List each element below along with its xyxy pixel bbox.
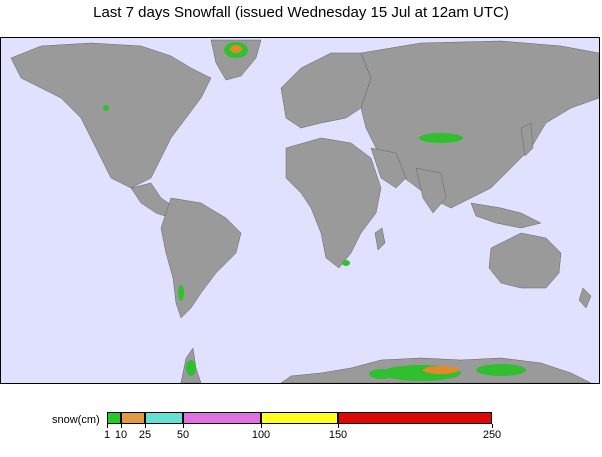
legend-tick: [492, 424, 493, 428]
legend: snow(cm) 1 10 25 50 100 150 250: [0, 400, 602, 457]
legend-tick: [145, 424, 146, 428]
snowfall-patches: [103, 42, 526, 381]
australia: [488, 232, 562, 289]
greenland: [210, 39, 262, 81]
legend-bin-3: [183, 412, 261, 424]
asia: [360, 40, 599, 209]
southeast-asia-islands: [470, 202, 542, 229]
legend-tick: [338, 424, 339, 428]
legend-label: snow(cm): [52, 414, 100, 426]
map-title: Last 7 days Snowfall (issued Wednesday 1…: [93, 4, 509, 21]
legend-bin-5: [338, 412, 492, 424]
legend-tick: [183, 424, 184, 428]
legend-tick-label: 100: [251, 429, 271, 441]
legend-bin-4: [261, 412, 338, 424]
legend-tick-label: 25: [138, 429, 152, 441]
legend-bin-1: [121, 412, 145, 424]
legend-bin-2: [145, 412, 183, 424]
legend-tick-label: 150: [328, 429, 348, 441]
world-map-svg: [1, 38, 599, 383]
new-zealand: [578, 287, 592, 309]
arabia-india: [370, 147, 447, 214]
legend-tick: [107, 424, 108, 428]
legend-tick: [261, 424, 262, 428]
madagascar: [374, 227, 386, 251]
legend-tick-label: 10: [114, 429, 128, 441]
legend-tick: [121, 424, 122, 428]
legend-tick-label: 1: [103, 429, 111, 441]
world-map: [0, 37, 600, 384]
africa: [285, 137, 382, 269]
north-america: [10, 42, 212, 189]
legend-bin-0: [107, 412, 121, 424]
legend-tick-label: 250: [482, 429, 502, 441]
japan: [520, 122, 534, 157]
legend-tick-label: 50: [176, 429, 190, 441]
